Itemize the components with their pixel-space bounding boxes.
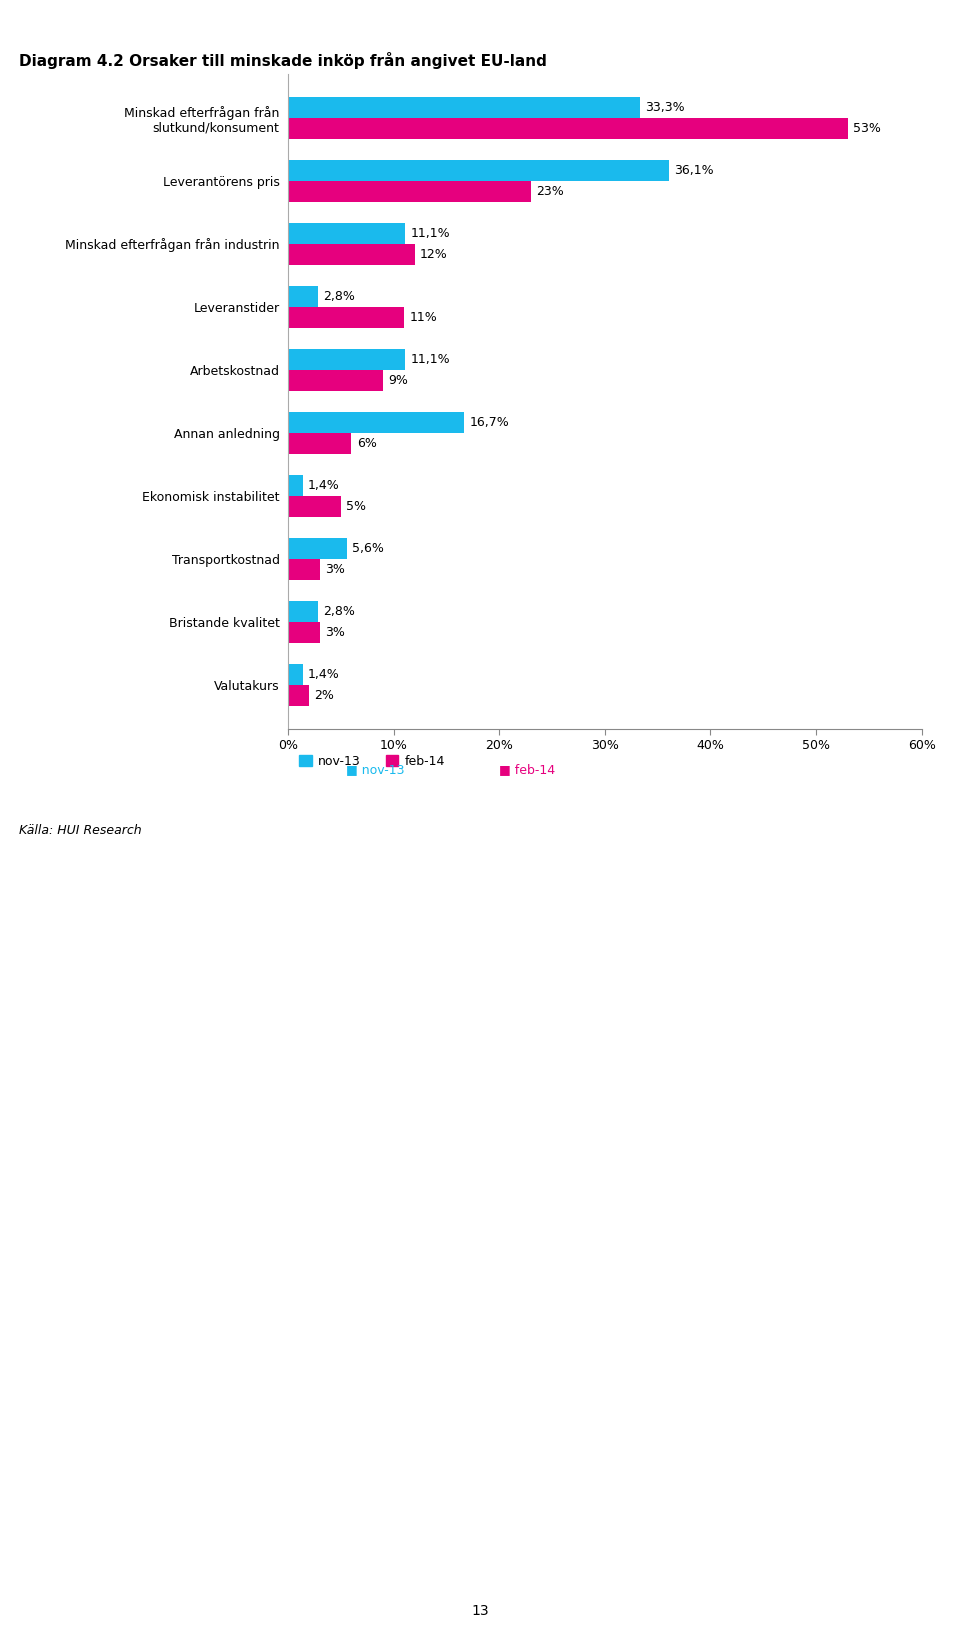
Text: 11,1%: 11,1% [411,228,450,239]
Text: 23%: 23% [536,185,564,198]
Text: 13: 13 [471,1604,489,1618]
Bar [288,118,848,139]
Bar [288,622,320,642]
Text: 1,4%: 1,4% [308,668,340,681]
Bar [288,559,320,580]
Text: 3%: 3% [324,626,345,639]
Bar [288,432,351,454]
Text: 33,3%: 33,3% [645,102,684,115]
Text: 6%: 6% [357,437,376,450]
Text: 11,1%: 11,1% [411,352,450,365]
Bar [288,97,639,118]
Text: ■ feb-14: ■ feb-14 [499,763,555,776]
Bar [288,475,302,496]
Text: ■ nov-13: ■ nov-13 [346,763,404,776]
Bar [288,287,318,306]
Bar [288,685,309,706]
Text: 5%: 5% [346,500,366,513]
Text: 2,8%: 2,8% [323,604,355,618]
Bar [288,496,341,516]
Text: 12%: 12% [420,247,447,260]
Text: 2%: 2% [314,688,334,701]
Text: 1,4%: 1,4% [308,478,340,491]
Bar [288,413,465,432]
Bar [288,601,318,622]
Text: Källa: HUI Research: Källa: HUI Research [19,824,142,837]
Bar [288,306,404,328]
Bar [288,244,415,265]
Bar [288,663,302,685]
Text: 53%: 53% [852,121,881,134]
Bar [288,537,348,559]
Bar [288,349,405,370]
Bar [288,161,669,180]
Text: 5,6%: 5,6% [352,542,384,555]
Bar [288,180,531,201]
Bar [288,370,383,390]
Text: Diagram 4.2 Orsaker till minskade inköp från angivet EU-land: Diagram 4.2 Orsaker till minskade inköp … [19,52,547,69]
Text: 36,1%: 36,1% [675,164,714,177]
Text: 11%: 11% [409,311,437,324]
Bar [288,223,405,244]
Legend: nov-13, feb-14: nov-13, feb-14 [295,750,450,773]
Text: 9%: 9% [388,373,408,387]
Text: 16,7%: 16,7% [469,416,510,429]
Text: 2,8%: 2,8% [323,290,355,303]
Text: 3%: 3% [324,563,345,575]
